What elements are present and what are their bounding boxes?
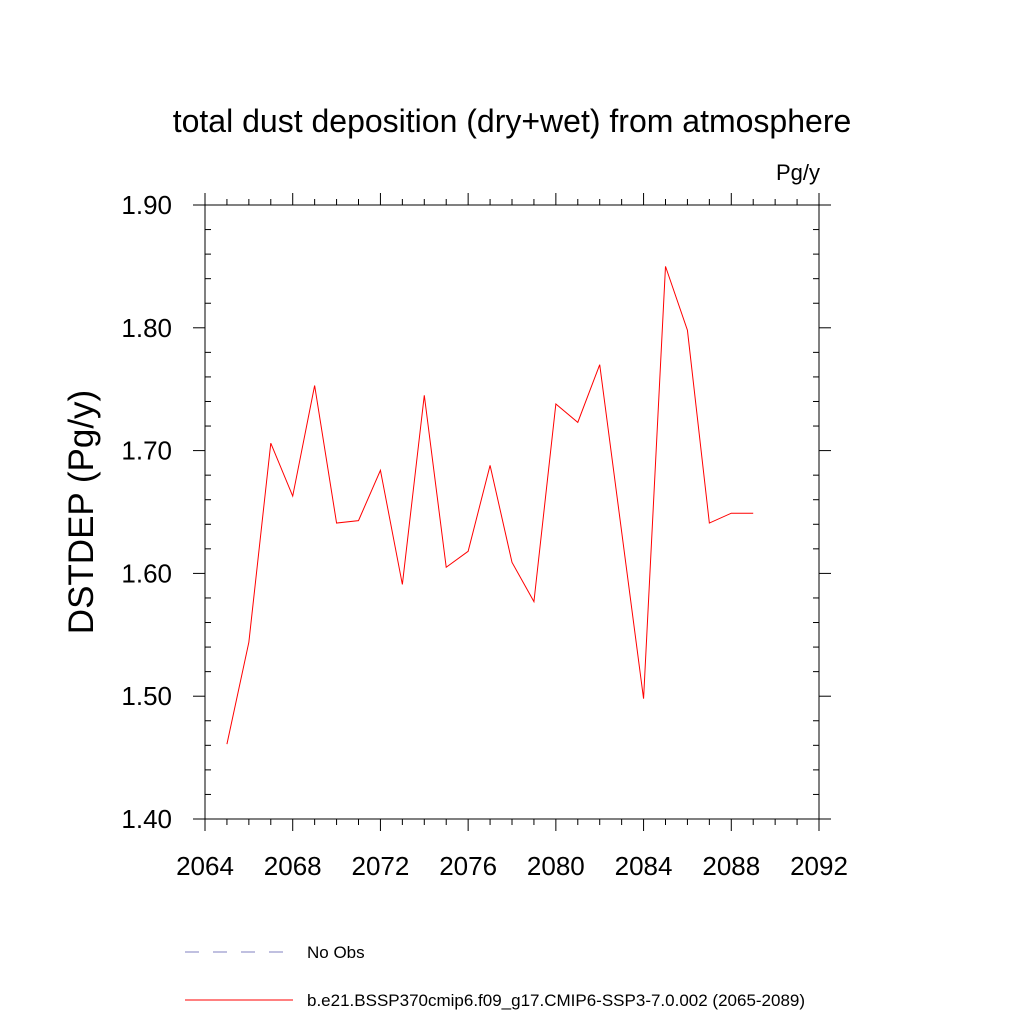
data-point [336, 522, 338, 524]
y-tick-label: 1.50 [121, 681, 172, 711]
data-point [314, 385, 316, 387]
units-label: Pg/y [776, 160, 820, 185]
x-tick-label: 2064 [176, 851, 234, 881]
plot-frame [204, 204, 820, 820]
legend-label-1: b.e21.BSSP370cmip6.f09_g17.CMIP6-SSP3-7.… [307, 991, 805, 1010]
y-tick-label: 1.80 [121, 313, 172, 343]
x-tick-label: 2080 [527, 851, 585, 881]
data-point [445, 566, 447, 568]
data-point [533, 601, 535, 603]
y-axis-label: DSTDEP (Pg/y) [62, 390, 101, 634]
y-tick-label: 1.70 [121, 436, 172, 466]
data-point [643, 698, 645, 700]
data-point [686, 329, 688, 331]
data-point [489, 464, 491, 466]
legend-label-0: No Obs [307, 943, 365, 962]
data-point [248, 641, 250, 643]
x-tick-label: 2072 [352, 851, 410, 881]
data-point [226, 743, 228, 745]
data-point [379, 469, 381, 471]
axis-ticks: 2064 2068 2072 2076 2080 2084 2088 2092 1.40 1.50… [121, 190, 848, 881]
series-layer [226, 265, 754, 745]
x-tick-label: 2076 [439, 851, 497, 881]
data-point [665, 265, 667, 267]
y-tick-label: 1.60 [121, 558, 172, 588]
data-point [511, 561, 513, 563]
data-point [599, 364, 601, 366]
data-point [577, 421, 579, 423]
data-point [467, 550, 469, 552]
data-point [730, 512, 732, 514]
data-point [292, 495, 294, 497]
series-line-0 [226, 266, 754, 745]
chart-title: total dust deposition (dry+wet) from atm… [173, 103, 852, 139]
data-point [708, 522, 710, 524]
data-point [423, 394, 425, 396]
data-point [358, 520, 360, 522]
x-tick-label: 2092 [790, 851, 848, 881]
data-point [752, 512, 754, 514]
y-tick-label: 1.90 [121, 190, 172, 220]
data-point [621, 531, 623, 533]
x-tick-label: 2088 [702, 851, 760, 881]
x-tick-label: 2084 [615, 851, 673, 881]
legend: No Obs b.e21.BSSP370cmip6.f09_g17.CMIP6-S… [185, 943, 805, 1010]
data-point [270, 442, 272, 444]
x-tick-label: 2068 [264, 851, 322, 881]
data-point [401, 583, 403, 585]
data-point [555, 403, 557, 405]
y-tick-label: 1.40 [121, 804, 172, 834]
